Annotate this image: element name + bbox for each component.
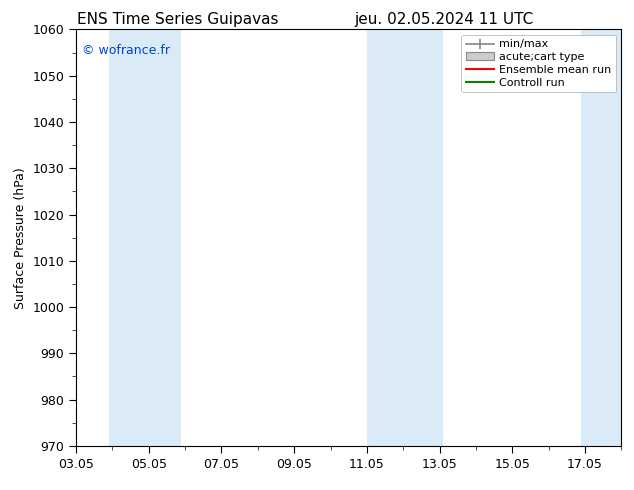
Legend: min/max, acute;cart type, Ensemble mean run, Controll run: min/max, acute;cart type, Ensemble mean … bbox=[462, 35, 616, 92]
Text: jeu. 02.05.2024 11 UTC: jeu. 02.05.2024 11 UTC bbox=[354, 12, 533, 27]
Text: ENS Time Series Guipavas: ENS Time Series Guipavas bbox=[77, 12, 278, 27]
Y-axis label: Surface Pressure (hPa): Surface Pressure (hPa) bbox=[14, 167, 27, 309]
Bar bbox=[367, 29, 443, 446]
Bar bbox=[109, 29, 181, 446]
Text: © wofrance.fr: © wofrance.fr bbox=[82, 44, 169, 57]
Bar bbox=[581, 29, 621, 446]
